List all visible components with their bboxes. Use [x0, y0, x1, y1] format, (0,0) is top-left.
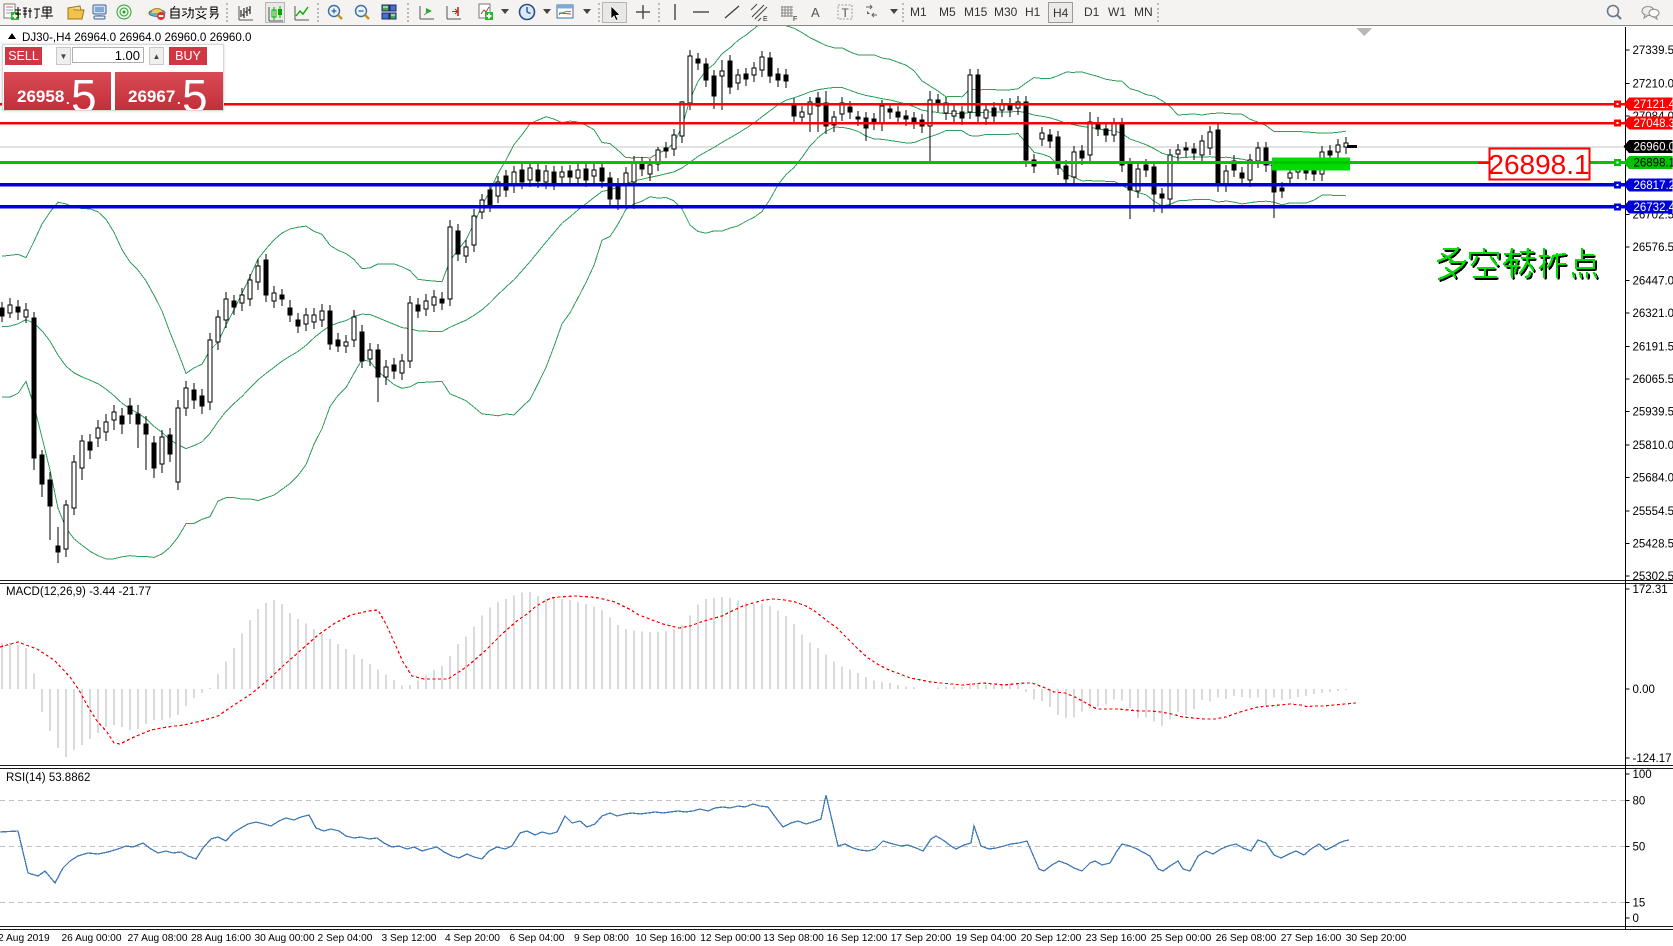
svg-text:26 Sep 08:00: 26 Sep 08:00: [1216, 933, 1277, 944]
svg-text:10 Sep 16:00: 10 Sep 16:00: [635, 933, 696, 944]
svg-text:13 Sep 08:00: 13 Sep 08:00: [763, 933, 824, 944]
svg-text:MACD(12,26,9) -3.44 -21.77: MACD(12,26,9) -3.44 -21.77: [6, 586, 151, 598]
svg-text:25684.0: 25684.0: [1633, 472, 1673, 484]
svg-text:2 Sep 04:00: 2 Sep 04:00: [318, 933, 373, 944]
svg-text:17 Sep 20:00: 17 Sep 20:00: [891, 933, 952, 944]
svg-text:-124.17: -124.17: [1633, 753, 1672, 765]
svg-text:27 Aug 08:00: 27 Aug 08:00: [127, 933, 187, 944]
svg-text:0: 0: [1633, 913, 1639, 925]
svg-text:25428.5: 25428.5: [1633, 538, 1673, 550]
svg-text:26191.5: 26191.5: [1633, 341, 1673, 353]
svg-text:50: 50: [1633, 842, 1646, 854]
svg-text:9 Sep 08:00: 9 Sep 08:00: [574, 933, 629, 944]
svg-text:27 Sep 16:00: 27 Sep 16:00: [1281, 933, 1342, 944]
svg-text:30 Aug 00:00: 30 Aug 00:00: [254, 933, 314, 944]
svg-text:E: E: [763, 16, 768, 23]
svg-text:0.00: 0.00: [1633, 684, 1655, 696]
svg-text:RSI(14) 53.8862: RSI(14) 53.8862: [6, 772, 90, 784]
svg-text:27210.0: 27210.0: [1633, 78, 1673, 90]
svg-text:27048.3: 27048.3: [1634, 118, 1673, 130]
svg-text:A: A: [811, 5, 820, 20]
svg-text:16 Sep 12:00: 16 Sep 12:00: [827, 933, 888, 944]
svg-text:26960.0: 26960.0: [1634, 142, 1673, 154]
svg-text:26732.4: 26732.4: [1634, 202, 1673, 214]
svg-text:28 Aug 16:00: 28 Aug 16:00: [191, 933, 251, 944]
svg-text:20 Sep 12:00: 20 Sep 12:00: [1021, 933, 1082, 944]
svg-text:26 Aug 00:00: 26 Aug 00:00: [61, 933, 121, 944]
svg-text:26576.5: 26576.5: [1633, 242, 1673, 254]
svg-text:25302.5: 25302.5: [1633, 571, 1673, 583]
svg-text:100: 100: [1633, 769, 1652, 781]
svg-text:25810.0: 25810.0: [1633, 440, 1673, 452]
svg-text:26898.1: 26898.1: [1488, 149, 1589, 180]
svg-text:27339.5: 27339.5: [1633, 45, 1673, 57]
svg-text:27121.4: 27121.4: [1634, 99, 1673, 111]
svg-text:22 Aug 2019: 22 Aug 2019: [0, 933, 50, 944]
svg-text:6 Sep 04:00: 6 Sep 04:00: [510, 933, 565, 944]
svg-text:26447.0: 26447.0: [1633, 275, 1673, 287]
svg-text:25939.5: 25939.5: [1633, 407, 1673, 419]
svg-text:25 Sep 00:00: 25 Sep 00:00: [1151, 933, 1212, 944]
svg-text:172.31: 172.31: [1633, 584, 1668, 596]
svg-text:F: F: [793, 16, 797, 23]
svg-text:15: 15: [1633, 898, 1646, 910]
svg-text:4 Sep 20:00: 4 Sep 20:00: [445, 933, 500, 944]
svg-text:12 Sep 00:00: 12 Sep 00:00: [700, 933, 761, 944]
svg-text:T: T: [842, 6, 850, 20]
svg-text:80: 80: [1633, 796, 1646, 808]
svg-text:23 Sep 16:00: 23 Sep 16:00: [1086, 933, 1147, 944]
svg-text:26065.5: 26065.5: [1633, 374, 1673, 386]
svg-text:30 Sep 20:00: 30 Sep 20:00: [1346, 933, 1407, 944]
svg-text:26898.1: 26898.1: [1634, 158, 1673, 170]
svg-text:3 Sep 12:00: 3 Sep 12:00: [382, 933, 437, 944]
svg-text:26817.2: 26817.2: [1634, 180, 1673, 192]
svg-text:26321.0: 26321.0: [1633, 308, 1673, 320]
svg-text:DJ30-,H4 26964.0 26964.0 2696: DJ30-,H4 26964.0 26964.0 26960.0 26960.0: [22, 31, 252, 44]
svg-text:19 Sep 04:00: 19 Sep 04:00: [956, 933, 1017, 944]
svg-text:25554.5: 25554.5: [1633, 506, 1673, 518]
